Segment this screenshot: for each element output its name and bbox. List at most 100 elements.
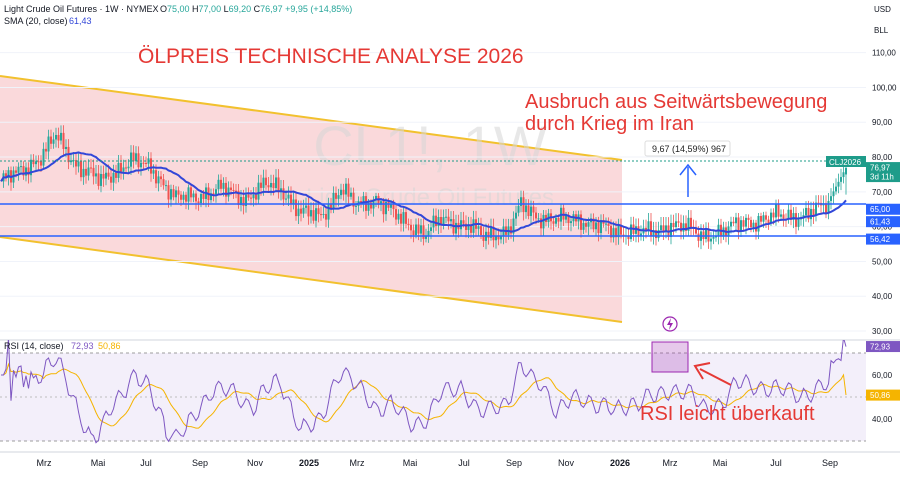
candle-body[interactable] <box>135 153 137 162</box>
candle-body[interactable] <box>842 172 845 178</box>
candle-body[interactable] <box>312 210 315 221</box>
candle-body[interactable] <box>645 227 647 231</box>
candle-body[interactable] <box>160 176 162 180</box>
candle-body[interactable] <box>765 215 767 220</box>
candle-body[interactable] <box>30 159 32 176</box>
candle-body[interactable] <box>420 225 422 234</box>
candle-body[interactable] <box>5 173 7 179</box>
candle-body[interactable] <box>25 167 27 176</box>
candle-body[interactable] <box>355 205 357 207</box>
candle-body[interactable] <box>57 134 60 141</box>
candle-body[interactable] <box>297 208 300 217</box>
candle-body[interactable] <box>665 225 667 232</box>
candle-body[interactable] <box>252 194 255 199</box>
candle-body[interactable] <box>210 193 212 201</box>
candle-body[interactable] <box>152 170 155 174</box>
candle-body[interactable] <box>177 190 180 195</box>
candle-body[interactable] <box>200 194 202 204</box>
candle-body[interactable] <box>220 179 222 189</box>
candle-body[interactable] <box>105 172 107 179</box>
price-badge[interactable] <box>866 216 900 228</box>
candle-body[interactable] <box>460 220 462 230</box>
candle-body[interactable] <box>445 216 447 218</box>
candle-body[interactable] <box>212 193 215 195</box>
candle-body[interactable] <box>557 217 560 222</box>
candle-body[interactable] <box>595 222 597 230</box>
candle-body[interactable] <box>840 177 842 182</box>
candle-body[interactable] <box>235 190 237 192</box>
candle-body[interactable] <box>50 136 52 144</box>
candle-body[interactable] <box>17 166 20 173</box>
candle-body[interactable] <box>195 193 197 202</box>
candle-body[interactable] <box>620 225 622 235</box>
candle-body[interactable] <box>282 188 285 200</box>
candle-body[interactable] <box>230 187 232 190</box>
candle-body[interactable] <box>40 161 42 166</box>
candle-body[interactable] <box>42 148 45 166</box>
candle-body[interactable] <box>80 161 82 178</box>
candle-body[interactable] <box>752 222 755 228</box>
candle-body[interactable] <box>167 185 170 200</box>
candle-body[interactable] <box>690 217 692 228</box>
candle-body[interactable] <box>202 194 205 199</box>
candle-body[interactable] <box>682 223 685 232</box>
candle-body[interactable] <box>767 219 770 224</box>
candle-body[interactable] <box>242 197 245 206</box>
candle-body[interactable] <box>85 168 87 176</box>
candle-body[interactable] <box>745 217 747 227</box>
candle-body[interactable] <box>712 237 715 239</box>
candle-body[interactable] <box>367 202 370 211</box>
candle-body[interactable] <box>537 218 540 220</box>
candle-body[interactable] <box>132 152 135 162</box>
candle-body[interactable] <box>792 213 795 220</box>
candle-body[interactable] <box>162 179 165 186</box>
candle-body[interactable] <box>477 226 480 229</box>
candle-body[interactable] <box>120 162 122 172</box>
candle-body[interactable] <box>555 217 557 224</box>
candle-body[interactable] <box>157 176 160 184</box>
candle-body[interactable] <box>237 190 240 206</box>
candle-body[interactable] <box>150 158 152 174</box>
candle-body[interactable] <box>92 167 95 177</box>
candle-body[interactable] <box>435 215 437 227</box>
candle-body[interactable] <box>52 139 55 144</box>
candle-body[interactable] <box>182 194 185 200</box>
candle-body[interactable] <box>487 231 490 238</box>
candle-body[interactable] <box>197 201 200 204</box>
candle-body[interactable] <box>117 162 120 178</box>
candle-body[interactable] <box>317 208 320 215</box>
candle-body[interactable] <box>495 236 497 241</box>
candle-body[interactable] <box>70 160 72 163</box>
candle-body[interactable] <box>37 161 40 163</box>
candle-body[interactable] <box>227 187 230 197</box>
candle-body[interactable] <box>400 213 402 224</box>
candle-body[interactable] <box>185 194 187 202</box>
candle-body[interactable] <box>267 185 270 188</box>
candle-body[interactable] <box>140 162 142 168</box>
candle-body[interactable] <box>32 159 35 165</box>
candle-body[interactable] <box>45 148 47 152</box>
candle-body[interactable] <box>55 134 57 140</box>
candle-body[interactable] <box>402 212 405 224</box>
candle-body[interactable] <box>342 189 345 195</box>
candle-body[interactable] <box>107 172 110 177</box>
candle-body[interactable] <box>187 187 190 202</box>
candle-body[interactable] <box>110 176 112 183</box>
candle-body[interactable] <box>295 199 297 217</box>
candle-body[interactable] <box>285 198 287 200</box>
candle-body[interactable] <box>470 225 472 233</box>
candle-body[interactable] <box>480 226 482 236</box>
candle-body[interactable] <box>777 204 780 217</box>
candle-body[interactable] <box>232 189 235 191</box>
sma-legend[interactable]: SMA (20, close) <box>4 16 68 26</box>
candle-body[interactable] <box>705 229 707 239</box>
candle-body[interactable] <box>290 194 292 204</box>
candle-body[interactable] <box>830 196 832 201</box>
candle-body[interactable] <box>412 230 415 236</box>
candle-body[interactable] <box>762 215 765 222</box>
candle-body[interactable] <box>390 203 392 208</box>
candle-body[interactable] <box>375 195 377 200</box>
candle-body[interactable] <box>82 168 85 178</box>
candle-body[interactable] <box>417 224 420 234</box>
